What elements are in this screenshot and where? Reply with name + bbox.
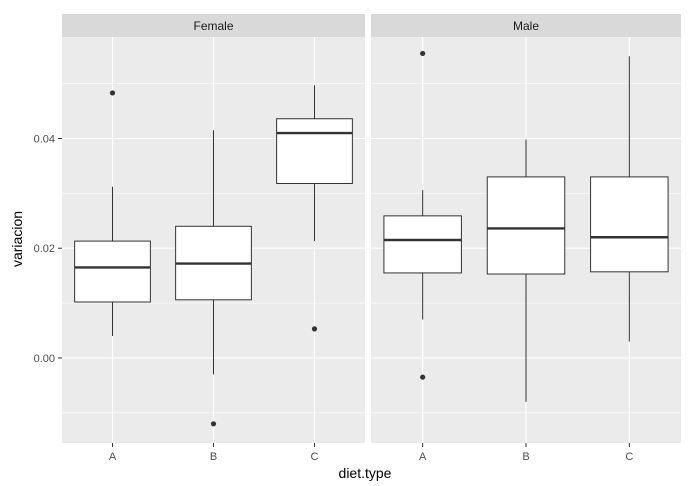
- facet-strip: [62, 14, 365, 37]
- box-female-b: [175, 130, 252, 427]
- y-tick-label: 0.02: [34, 243, 55, 255]
- y-tick-label: 0.04: [34, 134, 55, 146]
- box-male-c: [590, 56, 669, 342]
- outlier-point: [311, 326, 318, 332]
- box-iqr: [276, 118, 353, 184]
- box-iqr: [383, 215, 462, 274]
- outlier-point: [210, 421, 217, 427]
- y-axis-title: variacion: [9, 211, 25, 267]
- outlier-point: [109, 90, 116, 96]
- x-tick-label: B: [210, 451, 217, 463]
- facet-panels: Female A B C Male A B C: [62, 14, 681, 463]
- box-iqr: [590, 176, 669, 273]
- y-tick-label: 0.00: [34, 353, 55, 365]
- box-male-b: [486, 139, 566, 402]
- panel-female: Female A B C: [62, 14, 365, 463]
- x-axis-title: diet.type: [339, 465, 392, 481]
- box-iqr: [74, 240, 151, 303]
- x-tick-label: C: [625, 451, 633, 463]
- x-tick-label: C: [311, 451, 319, 463]
- x-tick-label: A: [419, 451, 427, 463]
- y-axis: 0.00 0.02 0.04: [34, 134, 62, 365]
- x-tick-label: A: [109, 451, 117, 463]
- facet-strip-label: Male: [513, 19, 539, 33]
- box-female-c: [276, 85, 353, 332]
- panel-male: Male A B C: [371, 14, 681, 463]
- box-iqr: [486, 176, 566, 275]
- x-tick-label: B: [522, 451, 529, 463]
- outlier-point: [420, 50, 426, 57]
- box-male-a: [383, 50, 462, 380]
- facet-strip-label: Female: [193, 19, 233, 33]
- facet-strip: [371, 14, 681, 37]
- outlier-point: [420, 374, 426, 380]
- box-female-a: [74, 90, 151, 337]
